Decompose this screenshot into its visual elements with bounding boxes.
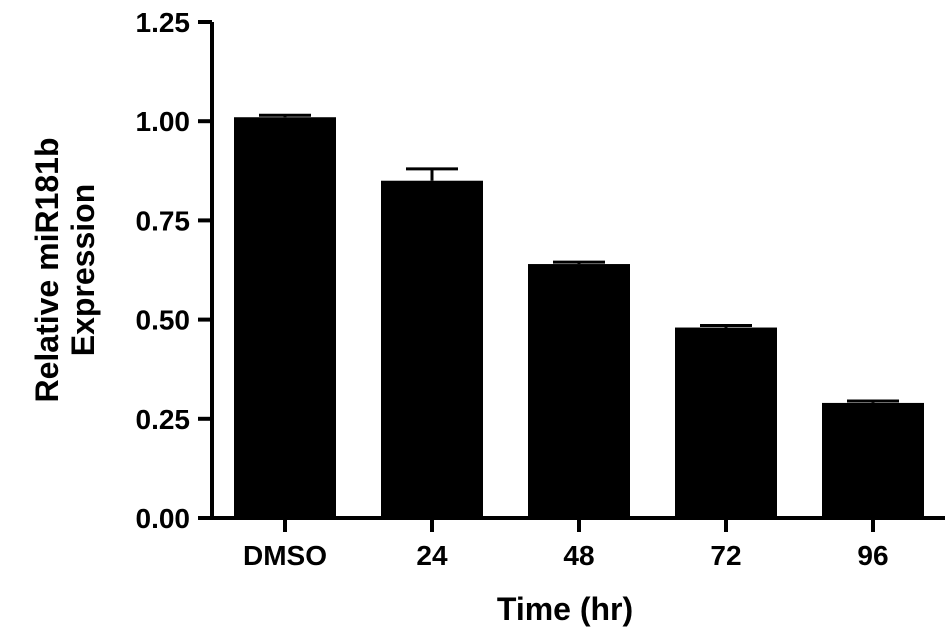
bar-24 (381, 180, 483, 518)
y-tick-label: 1.25 (136, 7, 191, 38)
bar-72 (675, 327, 777, 518)
x-tick-label: 24 (416, 540, 448, 571)
y-tick-label: 0.50 (136, 305, 191, 336)
y-axis-title-line-1: Relative miR181b (29, 137, 65, 402)
y-axis-title-group: Relative miR181b Expression (29, 137, 101, 402)
y-tick-label: 0.75 (136, 205, 191, 236)
bar-96 (822, 402, 924, 518)
y-tick-label: 0.00 (136, 503, 191, 534)
bar-48 (528, 264, 630, 518)
bars-layer (234, 117, 924, 519)
x-ticks-layer: DMSO 24 48 72 96 (243, 518, 889, 571)
y-axis-title-line-2: Expression (65, 184, 101, 357)
y-ticks-layer: 0.00 0.25 0.50 0.75 1.00 1.25 (136, 7, 212, 534)
error-bars-layer (259, 113, 899, 403)
x-tick-label: DMSO (243, 540, 327, 571)
bar-dmso (234, 117, 336, 519)
x-tick-label: 72 (710, 540, 741, 571)
x-axis-title: Time (hr) (497, 591, 633, 627)
x-tick-label: 48 (563, 540, 594, 571)
x-tick-label: 96 (857, 540, 888, 571)
y-tick-label: 0.25 (136, 404, 191, 435)
y-tick-label: 1.00 (136, 106, 191, 137)
